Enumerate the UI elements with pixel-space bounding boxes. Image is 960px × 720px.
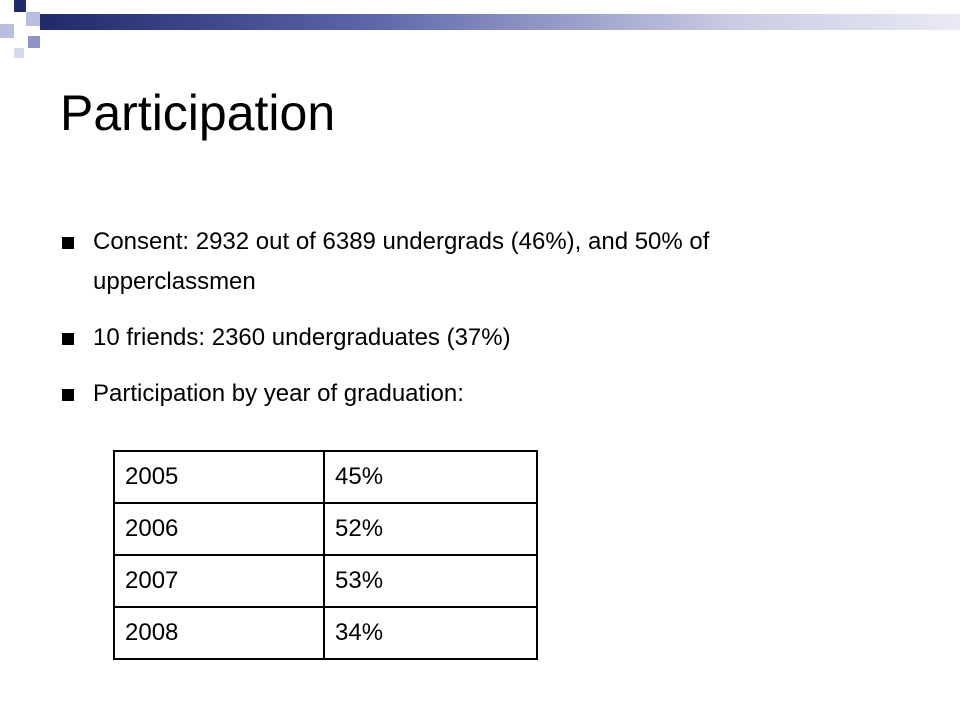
year-cell: 2008 xyxy=(113,606,325,660)
percent-cell: 45% xyxy=(323,450,538,504)
bullet: Consent: 2932 out of 6389 undergrads (46… xyxy=(62,222,862,302)
table-row: 2006 52% xyxy=(113,502,538,556)
year-cell: 2005 xyxy=(113,450,325,504)
square-light xyxy=(28,36,40,48)
header-bar xyxy=(40,14,960,30)
year-cell: 2006 xyxy=(113,502,325,556)
percent-cell: 53% xyxy=(323,554,538,608)
square-navy xyxy=(14,0,26,12)
bullet: 10 friends: 2360 undergraduates (37%) xyxy=(62,318,862,358)
table-row: 2007 53% xyxy=(113,554,538,608)
square-light xyxy=(26,12,40,26)
square-light xyxy=(14,48,24,58)
year-cell: 2007 xyxy=(113,554,325,608)
slide-title: Participation xyxy=(60,85,336,141)
percent-cell: 34% xyxy=(323,606,538,660)
table-row: 2005 45% xyxy=(113,450,538,504)
square-light xyxy=(0,24,14,38)
bullet-list: Consent: 2932 out of 6389 undergrads (46… xyxy=(62,222,862,430)
bullet: Participation by year of graduation: xyxy=(62,374,862,414)
participation-table: 2005 45% 2006 52% 2007 53% 2008 34% xyxy=(113,450,538,660)
table-row: 2008 34% xyxy=(113,606,538,660)
percent-cell: 52% xyxy=(323,502,538,556)
